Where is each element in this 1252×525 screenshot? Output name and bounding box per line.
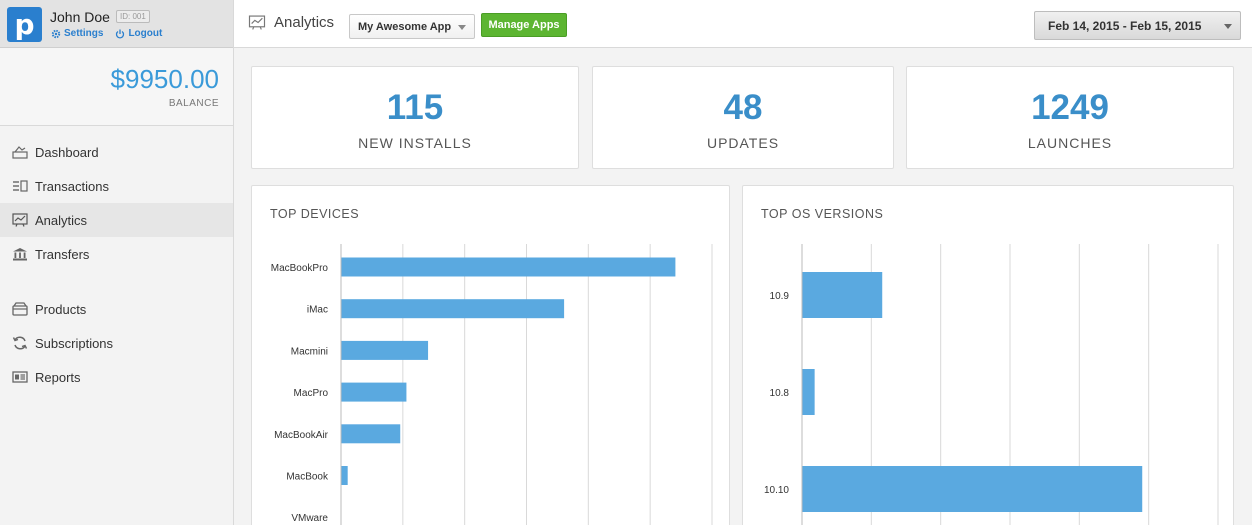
app-select-value: My Awesome App [358, 21, 452, 33]
stat-label: NEW INSTALLS [358, 135, 472, 151]
sidebar-nav: Dashboard Transactions Analytics Transfe… [0, 126, 233, 394]
bar[interactable] [341, 340, 429, 360]
balance-box: $9950.00 BALANCE [0, 48, 233, 126]
category-label: 10.8 [770, 388, 790, 399]
bar[interactable] [341, 382, 407, 402]
bar[interactable] [802, 466, 1143, 512]
sidebar-item-transfers[interactable]: Transfers [0, 237, 233, 271]
stat-value: 115 [386, 88, 444, 127]
caret-down-icon [1224, 24, 1232, 29]
manage-apps-button[interactable]: Manage Apps [481, 13, 567, 37]
sidebar-item-products[interactable]: Products [0, 292, 233, 326]
date-range-picker[interactable]: Feb 14, 2015 - Feb 15, 2015 [1034, 11, 1241, 40]
category-label: MacPro [294, 388, 329, 399]
bar[interactable] [802, 272, 883, 318]
logout-label: Logout [128, 28, 163, 39]
nav-spacer [0, 271, 233, 292]
sidebar-item-dashboard[interactable]: Dashboard [0, 135, 233, 169]
user-id-badge: ID: 001 [116, 10, 150, 23]
sidebar-item-label: Subscriptions [35, 335, 114, 351]
transactions-icon [11, 179, 28, 193]
products-icon [11, 302, 28, 316]
analytics-icon [11, 213, 28, 227]
category-label: VMware [291, 513, 328, 524]
bar[interactable] [341, 299, 565, 319]
sidebar-item-reports[interactable]: Reports [0, 360, 233, 394]
caret-down-icon [458, 25, 466, 30]
logo[interactable]: p [7, 7, 42, 42]
logout-link[interactable]: Logout [115, 28, 162, 39]
refresh-icon [11, 336, 28, 350]
page-title-text: Analytics [274, 14, 335, 31]
top-devices-panel: TOP DEVICES MacBookPro iMac Macmini MacPro M… [251, 185, 730, 525]
stat-card-installs: 115 NEW INSTALLS [251, 66, 579, 169]
user-header: p John Doe ID: 001 Settings Logout [0, 0, 233, 48]
settings-link[interactable]: Settings [51, 28, 103, 39]
top-os-panel: TOP OS VERSIONS 10.9 10.8 10.10 [742, 185, 1234, 525]
category-label: 10.10 [764, 485, 789, 496]
power-icon [116, 29, 125, 39]
sidebar-item-label: Transfers [35, 246, 90, 262]
stat-card-launches: 1249 LAUNCHES [906, 66, 1234, 169]
balance-value: $9950.00 [110, 64, 219, 94]
chart-title: TOP OS VERSIONS [761, 207, 884, 221]
sidebar-item-analytics[interactable]: Analytics [0, 203, 233, 237]
chart-title: TOP DEVICES [270, 207, 360, 221]
sidebar-item-label: Dashboard [35, 144, 99, 160]
analytics-icon [248, 15, 266, 30]
bar[interactable] [341, 257, 676, 277]
sidebar-item-subscriptions[interactable]: Subscriptions [0, 326, 233, 360]
top-devices-chart: MacBookPro iMac Macmini MacPro MacBookAir Mac… [271, 244, 713, 525]
bar[interactable] [341, 466, 348, 485]
gear-icon [51, 29, 61, 38]
sidebar-item-label: Transactions [35, 178, 109, 194]
category-label: MacBook [286, 472, 329, 483]
bank-icon [11, 247, 28, 261]
dashboard-icon [11, 145, 28, 159]
sidebar-item-transactions[interactable]: Transactions [0, 169, 233, 203]
category-label: Macmini [291, 346, 328, 357]
date-range-value: Feb 14, 2015 - Feb 15, 2015 [1048, 19, 1202, 33]
category-label: 10.9 [770, 291, 790, 302]
sidebar: p John Doe ID: 001 Settings Logout $9950… [0, 0, 234, 525]
stat-value: 1249 [1031, 88, 1109, 127]
stat-card-updates: 48 UPDATES [592, 66, 894, 169]
category-label: MacBookAir [274, 430, 329, 441]
category-label: iMac [307, 305, 328, 316]
settings-label: Settings [64, 28, 104, 39]
balance-label: BALANCE [168, 98, 219, 109]
category-label: MacBookPro [271, 263, 329, 274]
user-links: Settings Logout [51, 28, 162, 39]
page-title: Analytics [248, 14, 334, 31]
app-select-dropdown[interactable]: My Awesome App [349, 14, 475, 39]
stat-value: 48 [723, 88, 763, 127]
stat-label: UPDATES [706, 135, 780, 151]
top-bar: Analytics My Awesome App Manage Apps Feb… [234, 0, 1252, 48]
top-os-chart: 10.9 10.8 10.10 [764, 244, 1219, 525]
bar[interactable] [802, 369, 815, 415]
reports-icon [11, 370, 28, 384]
user-name: John Doe [50, 9, 110, 25]
sidebar-item-label: Analytics [35, 212, 88, 228]
stat-label: LAUNCHES [1027, 135, 1113, 151]
bar[interactable] [341, 424, 401, 444]
sidebar-item-label: Reports [35, 369, 81, 385]
sidebar-item-label: Products [35, 301, 87, 317]
